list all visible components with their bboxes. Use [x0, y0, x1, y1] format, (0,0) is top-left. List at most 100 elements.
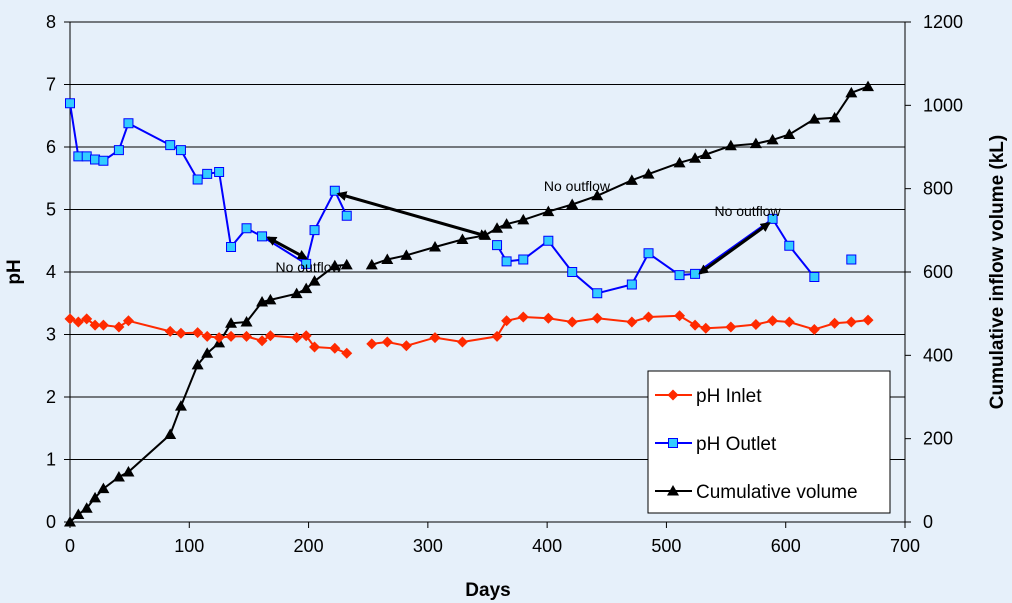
- legend-label-cumulative-volume: Cumulative volume: [696, 482, 858, 503]
- data-point-ph-inlet: [256, 335, 268, 347]
- data-point-ph-inlet: [845, 316, 857, 328]
- data-point-ph-inlet: [674, 310, 686, 322]
- data-point-cumulative-volume: [191, 358, 204, 370]
- data-point-cumulative-volume: [400, 249, 413, 260]
- data-point-ph-outlet: [592, 288, 603, 299]
- data-point-ph-outlet: [567, 267, 578, 277]
- data-point-cumulative-volume: [828, 111, 841, 123]
- data-point-ph-inlet: [381, 336, 393, 348]
- data-point-ph-inlet: [213, 332, 225, 344]
- data-point-cumulative-volume: [517, 213, 530, 225]
- data-point-ph-inlet: [122, 315, 134, 327]
- data-point-ph-outlet: [341, 210, 352, 221]
- data-point-cumulative-volume: [240, 316, 253, 327]
- data-point-ph-inlet: [64, 313, 76, 325]
- data-point-cumulative-volume: [328, 259, 341, 271]
- data-point-ph-outlet: [165, 140, 176, 151]
- y-tick-label: 2: [46, 387, 56, 407]
- data-point-ph-inlet: [97, 319, 109, 331]
- y-tick-label: 1: [46, 450, 56, 470]
- data-point-ph-outlet: [809, 272, 820, 282]
- legend-label-ph-outlet: pH Outlet: [696, 434, 777, 455]
- legend-markers: [655, 389, 692, 496]
- data-point-ph-outlet: [329, 185, 340, 196]
- legend-marker-ph-inlet: [667, 389, 679, 401]
- data-point-cumulative-volume: [500, 218, 513, 229]
- data-point-ph-inlet: [366, 338, 378, 350]
- data-point-ph-inlet: [192, 327, 204, 339]
- data-point-ph-inlet: [341, 347, 353, 359]
- data-point-ph-outlet: [690, 268, 701, 279]
- legend-marker-ph-outlet: [668, 438, 678, 448]
- data-point-cumulative-volume: [340, 258, 353, 270]
- data-point-cumulative-volume: [673, 156, 686, 168]
- data-point-ph-inlet: [626, 316, 638, 328]
- annotation-label: No outflow: [714, 203, 781, 219]
- data-point-ph-inlet: [808, 324, 820, 335]
- data-point-ph-inlet: [750, 319, 762, 330]
- legend-marker-cumulative-volume: [667, 485, 679, 496]
- data-point-ph-inlet: [783, 316, 795, 328]
- data-point-cumulative-volume: [766, 133, 779, 145]
- data-point-ph-inlet: [309, 341, 321, 353]
- data-point-ph-inlet: [72, 316, 84, 328]
- data-point-ph-inlet: [241, 330, 253, 342]
- data-point-ph-outlet: [214, 167, 225, 177]
- annotations: No outflow No outflow No outflow: [266, 178, 781, 275]
- legend-label-ph-inlet: pH Inlet: [696, 386, 762, 407]
- data-point-cumulative-volume: [491, 222, 504, 233]
- data-point-cumulative-volume: [542, 205, 555, 217]
- data-point-ph-inlet: [456, 336, 468, 348]
- data-point-ph-outlet: [626, 279, 637, 290]
- data-point-cumulative-volume: [164, 428, 177, 439]
- y-tick-label: 0: [46, 512, 56, 532]
- y-tick-label: 8: [46, 12, 56, 32]
- data-point-ph-outlet: [65, 98, 75, 109]
- y2-tick-label: 200: [923, 429, 953, 449]
- data-point-ph-outlet: [674, 270, 685, 281]
- data-point-ph-outlet: [113, 145, 124, 156]
- data-point-ph-outlet: [784, 240, 795, 251]
- data-point-ph-outlet: [202, 168, 213, 179]
- data-point-ph-inlet: [175, 327, 187, 339]
- annotation-arrow: [698, 222, 771, 275]
- x-tick-label: 100: [174, 536, 204, 556]
- y2-tick-label: 400: [923, 345, 953, 365]
- x-tick-label: 500: [651, 536, 681, 556]
- data-point-cumulative-volume: [749, 137, 762, 149]
- data-point-ph-inlet: [829, 317, 841, 329]
- data-point-cumulative-volume: [808, 113, 821, 124]
- data-point-ph-outlet: [846, 254, 857, 265]
- data-point-cumulative-volume: [699, 148, 712, 159]
- data-point-cumulative-volume: [845, 86, 858, 98]
- data-point-ph-outlet: [241, 223, 252, 234]
- data-point-ph-inlet: [862, 314, 874, 326]
- data-point-ph-outlet: [81, 151, 92, 162]
- data-point-cumulative-volume: [365, 258, 378, 270]
- legend: pH Inlet pH Outlet Cumulative volume: [647, 370, 891, 514]
- data-point-ph-outlet: [518, 254, 529, 265]
- data-point-ph-outlet: [98, 155, 109, 166]
- annotation-label: No outflow: [275, 259, 342, 275]
- data-point-ph-inlet: [329, 342, 341, 354]
- annotation-arrow: [336, 191, 490, 239]
- data-point-cumulative-volume: [290, 287, 303, 299]
- data-point-cumulative-volume: [174, 400, 187, 411]
- y-tick-label: 6: [46, 137, 56, 157]
- series-cumulative-volume: [64, 80, 875, 527]
- data-point-ph-inlet: [264, 330, 276, 342]
- data-point-ph-outlet: [175, 145, 186, 156]
- data-point-ph-inlet: [517, 311, 529, 323]
- data-point-ph-outlet: [309, 225, 320, 236]
- series-ph-inlet: [64, 310, 874, 359]
- data-point-cumulative-volume: [689, 152, 702, 163]
- y2-tick-label: 0: [923, 512, 933, 532]
- data-point-ph-inlet: [164, 325, 176, 337]
- data-point-cumulative-volume: [300, 282, 313, 294]
- data-point-ph-outlet: [73, 151, 84, 162]
- data-point-ph-inlet: [542, 312, 554, 324]
- data-point-cumulative-volume: [308, 275, 321, 286]
- data-point-ph-inlet: [89, 319, 101, 331]
- data-point-ph-inlet: [643, 311, 655, 323]
